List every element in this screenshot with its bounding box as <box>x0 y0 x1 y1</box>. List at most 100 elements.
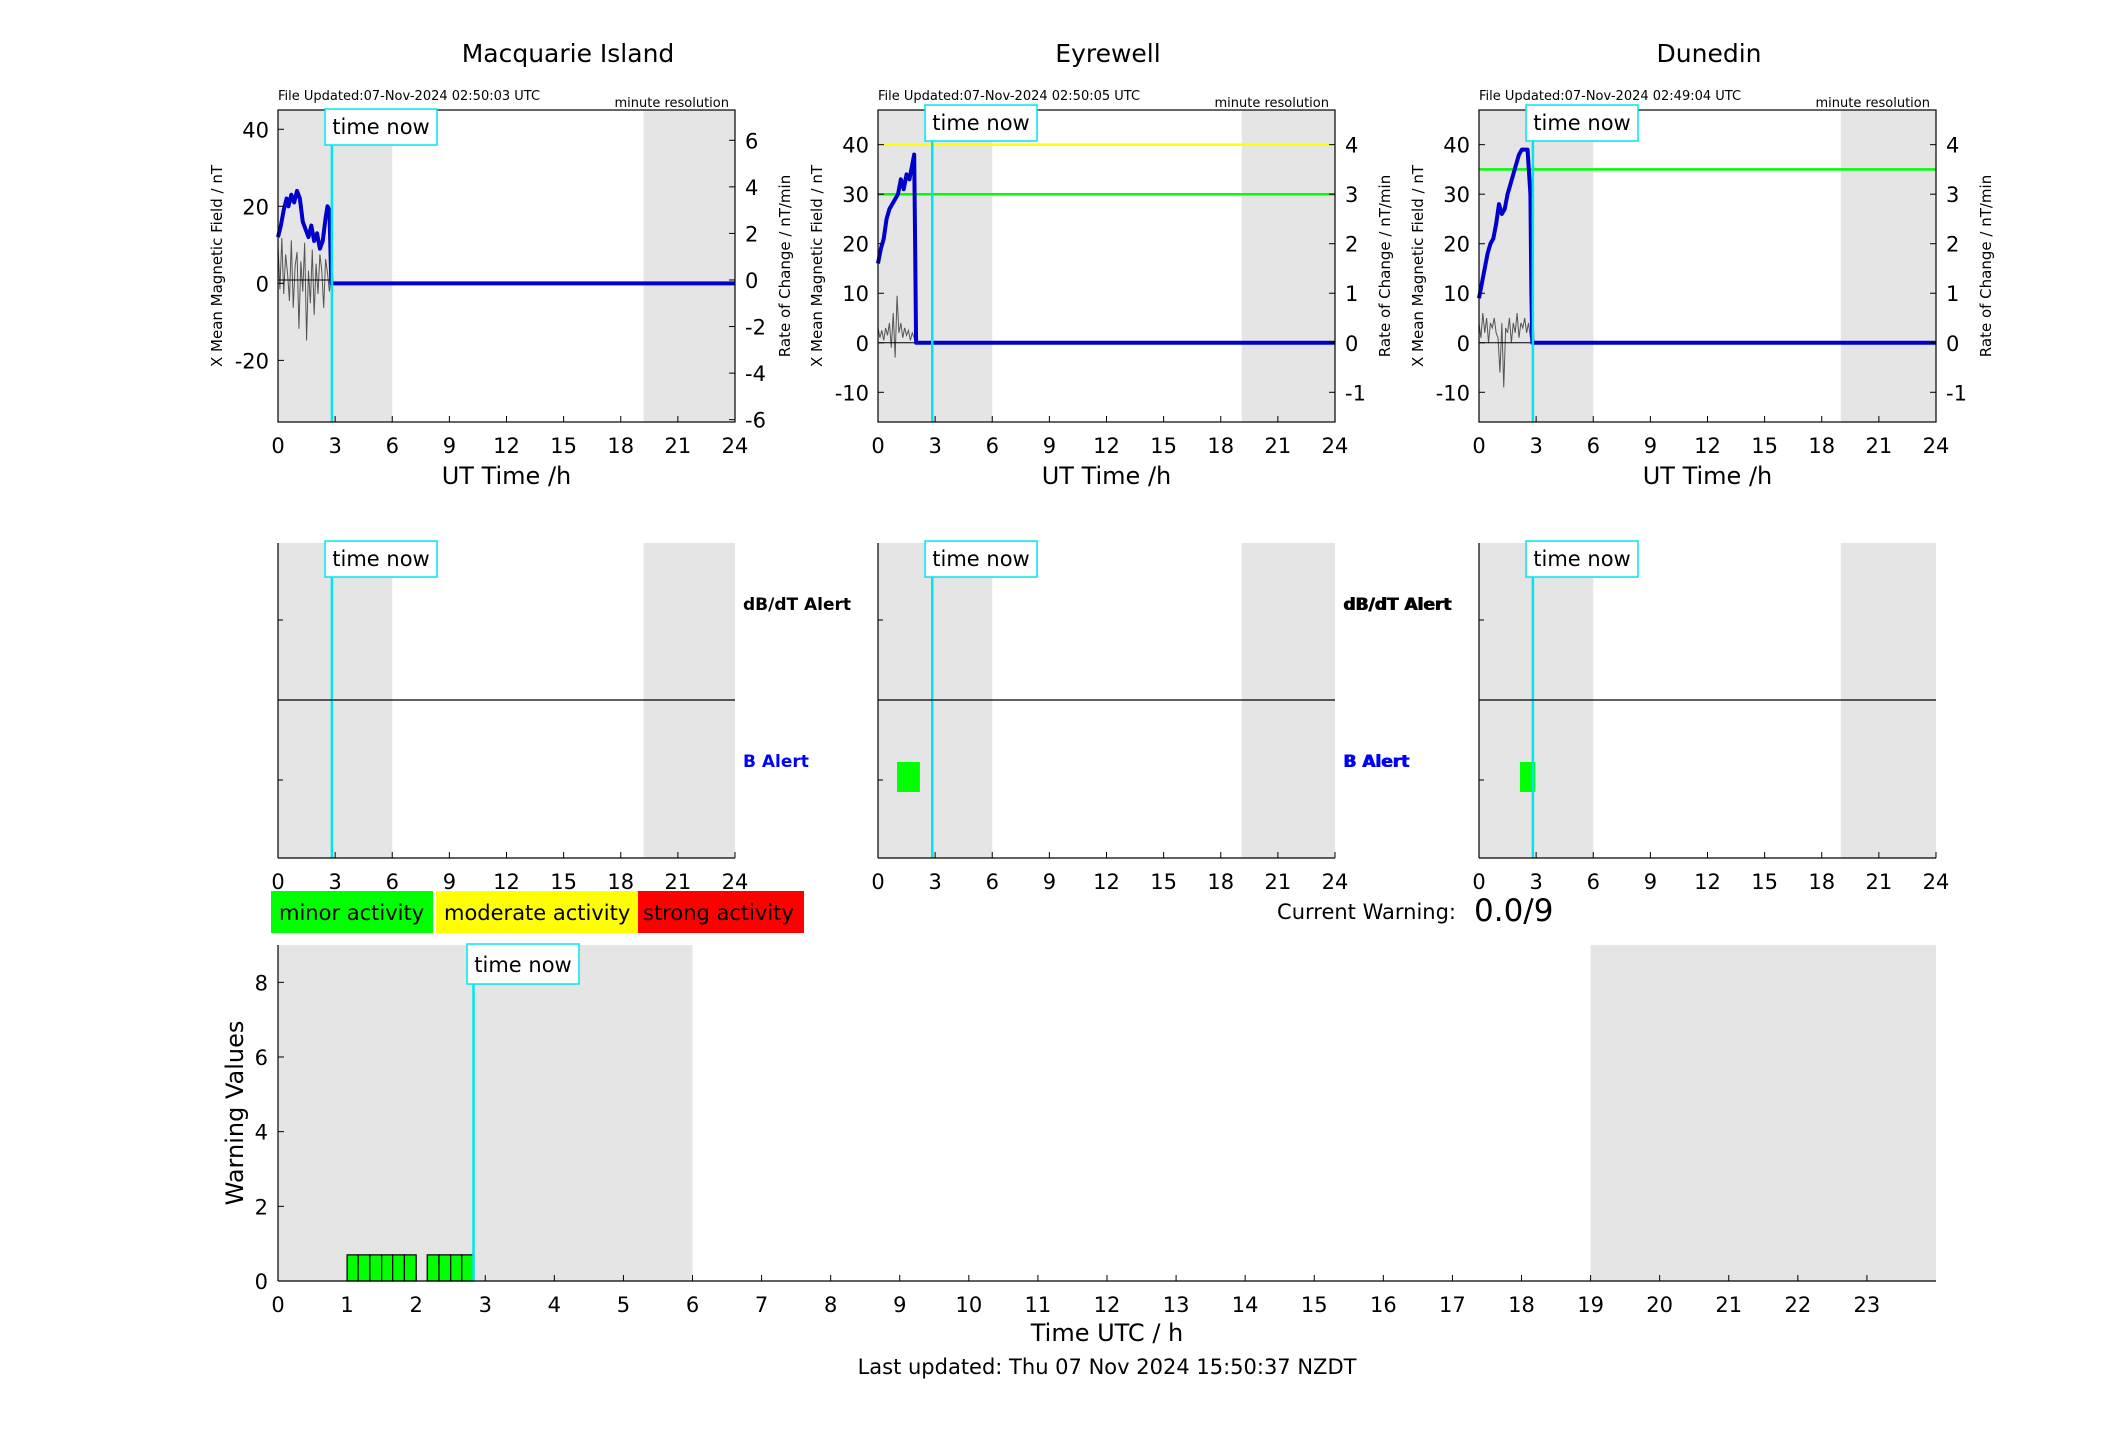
right-ticks: -1 0 1 2 3 4 <box>1930 134 1967 405</box>
x-axis-label: UT Time /h <box>1042 462 1172 490</box>
right-tick-label: -6 <box>745 409 766 433</box>
warning-bar <box>438 1254 452 1282</box>
file-updated: File Updated:07-Nov-2024 02:50:03 UTC <box>278 89 540 104</box>
x-tick-label: 15 <box>550 434 577 458</box>
warn-x-tick-label: 20 <box>1646 1293 1673 1317</box>
right-tick-label: 2 <box>1946 233 1959 257</box>
left-tick-label: 0 <box>856 332 869 356</box>
x-tick-label: 3 <box>328 434 341 458</box>
alert-x-tick-label: 6 <box>1587 870 1600 894</box>
alert-plot: 0 3 6 9 12 15 18 21 24 dB/dT Alert time now B Al… <box>1344 540 1950 894</box>
warn-x-tick-label: 15 <box>1301 1293 1328 1317</box>
time-now-box: time now <box>324 108 438 146</box>
x-tick-label: 12 <box>1093 434 1120 458</box>
alert-x-tick-label: 6 <box>986 870 999 894</box>
right-axis-label: Rate of Change / nT/min <box>1376 175 1394 357</box>
rate-of-change-line <box>1478 312 1533 388</box>
x-tick-label: 0 <box>871 434 884 458</box>
right-tick-label: 4 <box>745 176 758 200</box>
alert-plot: 0 3 6 9 12 15 18 21 24 dB/dT Alert B Alert time … <box>271 540 851 894</box>
resolution-label: minute resolution <box>1214 96 1329 111</box>
alert-x-tick-label: 18 <box>1207 870 1234 894</box>
left-tick-label: -10 <box>835 381 869 405</box>
x-tick-label: 15 <box>1751 434 1778 458</box>
warn-time-now-box: time now <box>466 943 580 985</box>
alert-time-now-box-frame <box>924 540 1038 578</box>
warn-x-tick-label: 13 <box>1163 1293 1190 1317</box>
right-tick-label: 0 <box>1946 332 1959 356</box>
warning-values-plot: 0 1 2 3 4 5 6 7 8 9 10 11 12 13 14 15 16 17 18 19 20 21 22 23 0… <box>221 943 1936 1347</box>
legend-moderate-label: moderate activity <box>444 901 630 925</box>
warn-y-tick-label: 4 <box>255 1121 268 1145</box>
left-ticks: -20 0 20 40 <box>235 118 284 373</box>
left-ticks: -10 0 10 20 30 40 <box>835 134 884 405</box>
x-tick-label: 0 <box>271 434 284 458</box>
x-tick-label: 12 <box>1694 434 1721 458</box>
warn-x-tick-label: 12 <box>1094 1293 1121 1317</box>
x-tick-label: 6 <box>986 434 999 458</box>
left-tick-label: 20 <box>842 233 869 257</box>
warn-y-ticks: 0 2 4 6 8 <box>255 971 284 1294</box>
x-tick-label: 15 <box>1150 434 1177 458</box>
b-alert-block <box>897 762 920 792</box>
warning-bar <box>403 1254 417 1282</box>
right-tick-label: 1 <box>1345 282 1358 306</box>
alert-bars <box>897 762 920 792</box>
warn-x-tick-label: 14 <box>1232 1293 1259 1317</box>
night-band <box>1840 110 1936 422</box>
warn-x-tick-label: 3 <box>479 1293 492 1317</box>
night-band <box>878 110 993 422</box>
alert-time-now-box-frame <box>1525 540 1639 578</box>
right-tick-label: 3 <box>1946 183 1959 207</box>
warn-time-now-box-frame <box>466 943 580 985</box>
alert-x-tick-label: 24 <box>1923 870 1950 894</box>
x-tick-label: 6 <box>386 434 399 458</box>
warn-y-axis-label: Warning Values <box>221 1021 249 1206</box>
thresholds <box>878 143 1335 196</box>
alert-x-tick-label: 3 <box>928 870 941 894</box>
time-now-box-frame <box>1525 104 1639 142</box>
left-axis-label: X Mean Magnetic Field / nT <box>808 164 826 367</box>
night-bands <box>1479 110 1936 422</box>
alert-x-tick-label: 21 <box>1866 870 1893 894</box>
left-tick-label: 0 <box>1457 332 1470 356</box>
left-tick-label: 30 <box>842 183 869 207</box>
alert-x-ticks: 0 3 6 9 12 15 18 21 24 <box>871 619 1348 894</box>
time-now-label: time now <box>1533 111 1630 135</box>
right-tick-label: 4 <box>1345 134 1358 158</box>
warn-x-tick-label: 11 <box>1025 1293 1052 1317</box>
dbdt-alert-label: dB/dT Alert <box>1343 595 1451 615</box>
x-ticks: 0 3 6 9 12 15 18 21 24 <box>1472 416 1949 458</box>
time-now-box: time now <box>924 104 1038 142</box>
time-now-label: time now <box>332 115 429 139</box>
alert-x-tick-label: 0 <box>271 870 284 894</box>
x-mean-field-line <box>1477 147 1936 345</box>
warn-x-tick-label: 16 <box>1370 1293 1397 1317</box>
rate-series <box>277 238 332 341</box>
alert-bars <box>1519 762 1536 792</box>
left-ticks: -10 0 10 20 30 40 <box>1436 134 1485 405</box>
file-updated: File Updated:07-Nov-2024 02:49:04 UTC <box>1479 89 1741 104</box>
warning-bar <box>426 1254 440 1282</box>
legend-minor-swatch <box>271 891 433 933</box>
x-tick-label: 9 <box>443 434 456 458</box>
resolution-label: minute resolution <box>1815 96 1930 111</box>
b-alert-label: B Alert <box>1344 752 1410 772</box>
last-updated: Last updated: Thu 07 Nov 2024 15:50:37 N… <box>858 1355 1357 1379</box>
x-tick-label: 21 <box>1866 434 1893 458</box>
x-tick-label: 21 <box>665 434 692 458</box>
field-series <box>876 152 1335 345</box>
alert-time-now-label: time now <box>332 547 429 571</box>
dbdt-alert-label: dB/dT Alert <box>743 595 851 615</box>
current-warning: Current Warning: 0.0/9 <box>1277 893 1553 929</box>
field-series <box>1477 147 1936 345</box>
alert-time-now-box: time now <box>1525 540 1639 578</box>
warn-bars <box>346 1254 475 1282</box>
time-now-box: time now <box>1525 104 1639 142</box>
time-now-box-frame <box>324 108 438 146</box>
alert-x-tick-label: 0 <box>1472 870 1485 894</box>
b-alert-label: B Alert <box>1343 752 1409 772</box>
